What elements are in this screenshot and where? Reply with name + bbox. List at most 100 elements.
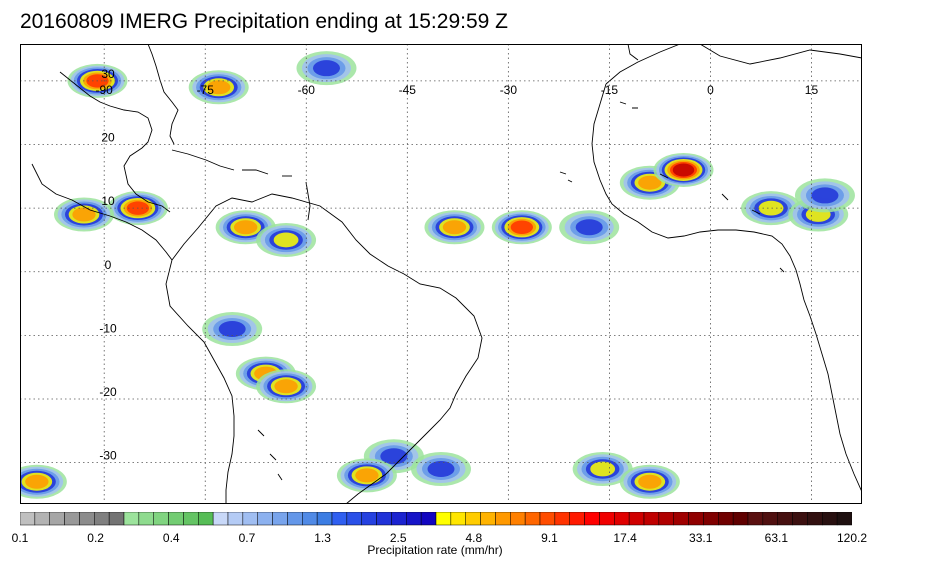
coastline-mediterranean [699, 44, 862, 65]
coastline-lesser-antilles [305, 181, 311, 221]
rain-cell [672, 163, 695, 177]
colorbar-swatch [257, 512, 273, 526]
lat-label: -10 [99, 321, 117, 335]
map-background [20, 44, 862, 504]
colorbar-swatch [331, 512, 348, 526]
colorbar-swatch [198, 512, 214, 526]
colorbar-tick-label: 17.4 [613, 531, 637, 545]
colorbar-swatch [480, 512, 496, 526]
colorbar-tick-label: 120.2 [836, 531, 868, 545]
colorbar-swatch [406, 512, 422, 526]
coastline-hispaniola [242, 169, 269, 175]
colorbar-swatch [628, 512, 645, 526]
rain-cell [233, 220, 258, 235]
colorbar-swatch [643, 512, 660, 526]
colorbar-swatch [673, 512, 689, 526]
lat-lon-grid [20, 44, 862, 504]
rain-cell [218, 321, 246, 338]
rain-cell [442, 220, 467, 235]
precipitation-map: -90 -75 -60 -45 -30 -15 0 15 30 20 10 0 -10 -20 -30 [20, 44, 862, 504]
coastline-south-america [171, 193, 483, 504]
colorbar-swatch [658, 512, 674, 526]
colorbar-swatch [20, 512, 36, 526]
coastlines [31, 44, 862, 504]
coastline-bioko [779, 267, 785, 273]
colorbar-swatch [153, 512, 169, 526]
colorbar-swatch [272, 512, 288, 526]
lat-label: 10 [101, 194, 115, 208]
colorbar [20, 512, 852, 526]
colorbar-swatch [376, 512, 392, 526]
colorbar-swatch [584, 512, 600, 526]
rain-cell [758, 200, 784, 216]
lat-label: 20 [101, 131, 115, 145]
colorbar-swatch [569, 512, 585, 526]
colorbar-swatch [316, 512, 333, 526]
colorbar-swatch [420, 512, 437, 526]
lon-label: -30 [500, 83, 518, 97]
coastline-canaries [619, 101, 638, 109]
colorbar-swatch [361, 512, 377, 526]
colorbar-swatch [732, 512, 749, 526]
rain-cell [427, 461, 455, 478]
colorbar-swatch [510, 512, 526, 526]
coastline-central-america [31, 163, 173, 261]
colorbar-swatch [703, 512, 719, 526]
rain-cell [510, 220, 533, 234]
rain-cell [25, 474, 49, 489]
colorbar-swatch [614, 512, 630, 526]
lat-label: -30 [99, 449, 117, 463]
rain-cell [638, 175, 662, 190]
colorbar-swatch [524, 512, 541, 526]
colorbar-swatch [391, 512, 407, 526]
longitude-labels: -90 -75 -60 -45 -30 -15 0 15 [96, 83, 819, 97]
colorbar-swatch [79, 512, 95, 526]
coastline-cuba [171, 149, 235, 171]
colorbar-tick-label: 33.1 [689, 531, 713, 545]
coastline-gulf [59, 71, 171, 213]
lon-label: -60 [298, 83, 316, 97]
colorbar-swatch [807, 512, 823, 526]
colorbar-swatch [64, 512, 80, 526]
colorbar-swatch [138, 512, 154, 526]
rain-cell [811, 187, 839, 204]
colorbar-swatch [599, 512, 615, 526]
colorbar-swatch [212, 512, 229, 526]
colorbar-swatch [242, 512, 258, 526]
colorbar-swatch [762, 512, 778, 526]
lon-label: 0 [707, 83, 714, 97]
rain-cell [274, 379, 298, 394]
colorbar-tick-label: 2.5 [389, 531, 407, 545]
colorbar-swatch [435, 512, 452, 526]
colorbar-tick-label: 0.7 [238, 531, 256, 545]
colorbar-tick-label: 0.2 [87, 531, 104, 545]
rain-layer [20, 51, 855, 499]
rain-cell [355, 468, 379, 483]
lat-label: 30 [101, 67, 115, 81]
colorbar-swatch [183, 512, 199, 526]
map-frame [20, 44, 862, 504]
colorbar-swatch [302, 512, 318, 526]
lon-label: -75 [197, 83, 215, 97]
rain-cell [575, 219, 603, 236]
colorbar-swatch [822, 512, 838, 526]
colorbar-swatch [227, 512, 244, 526]
rain-cell [590, 461, 616, 477]
colorbar-tick-label: 63.1 [764, 531, 789, 545]
colorbar-swatch [108, 512, 125, 526]
colorbar-swatch [287, 512, 303, 526]
colorbar-tick-label: 0.4 [162, 531, 180, 545]
map-title: 20160809 IMERG Precipitation ending at 1… [20, 10, 508, 33]
colorbar-swatch [688, 512, 704, 526]
coastline-iberia [627, 44, 639, 61]
colorbar-tick-label: 9.1 [541, 531, 558, 545]
colorbar-swatch [465, 512, 481, 526]
colorbar-swatch [346, 512, 362, 526]
colorbar-tick-label: 4.8 [465, 531, 483, 545]
coastline-cape-verde [559, 171, 573, 183]
coastline-us-east [147, 44, 179, 145]
colorbar-swatch [495, 512, 511, 526]
colorbar-swatch [777, 512, 793, 526]
lat-label: -20 [99, 385, 117, 399]
colorbar-swatch [123, 512, 140, 526]
